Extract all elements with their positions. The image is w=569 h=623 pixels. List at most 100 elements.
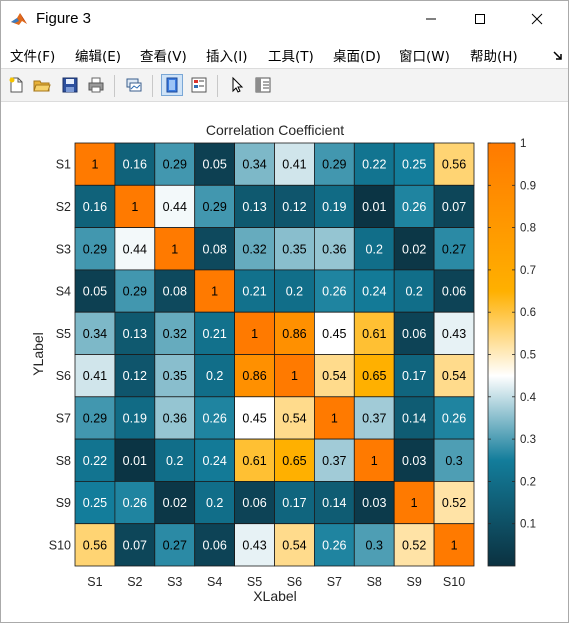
maximize-icon bbox=[475, 14, 485, 24]
cell-value-label: 0.36 bbox=[163, 411, 187, 425]
insert-colorbar-button[interactable] bbox=[188, 74, 210, 96]
cell-value-label: 0.2 bbox=[206, 369, 223, 383]
cell-value-label: 0.35 bbox=[163, 369, 187, 383]
figure-canvas: Correlation Coefficient 1 0.16 0.29 0.05 0.3… bbox=[1, 103, 568, 622]
heatmap-cell bbox=[74, 227, 116, 271]
colorbar-tick-label: 0.3 bbox=[520, 434, 536, 446]
maximize-button[interactable] bbox=[457, 1, 503, 37]
menu-insert[interactable]: 插入(I) bbox=[206, 49, 248, 65]
new-figure-button[interactable] bbox=[5, 74, 27, 96]
heatmap-cell bbox=[313, 311, 355, 355]
figure-toolbar bbox=[1, 68, 568, 102]
link-plot-button[interactable] bbox=[123, 74, 145, 96]
cell-value-label: 0.2 bbox=[166, 454, 183, 468]
minimize-icon bbox=[426, 18, 436, 20]
menu-window[interactable]: 窗口(W) bbox=[399, 49, 450, 65]
heatmap-cell bbox=[74, 269, 116, 313]
cell-value-label: 0.05 bbox=[202, 158, 226, 172]
cell-value-label: 0.29 bbox=[123, 285, 147, 299]
x-tick-label: S5 bbox=[247, 575, 262, 589]
heatmap-cell bbox=[154, 480, 196, 525]
cell-value-label: 0.36 bbox=[322, 242, 346, 256]
heatmap-cell bbox=[433, 396, 475, 440]
heatmap-cell bbox=[194, 396, 235, 440]
dock-figure-button[interactable] bbox=[161, 74, 183, 96]
cell-value-label: 0.41 bbox=[83, 369, 107, 383]
open-file-button[interactable] bbox=[31, 74, 53, 96]
menu-desktop[interactable]: 桌面(D) bbox=[333, 49, 381, 65]
cell-value-label: 0.03 bbox=[402, 454, 426, 468]
menu-tools[interactable]: 工具(T) bbox=[268, 49, 314, 65]
x-tick-label: S1 bbox=[87, 575, 102, 589]
heatmap-cell bbox=[393, 438, 435, 482]
x-tick-label: S9 bbox=[407, 575, 422, 589]
heatmap-cell bbox=[313, 438, 355, 482]
menu-help[interactable]: 帮助(H) bbox=[470, 49, 518, 65]
cell-value-label: 0.44 bbox=[123, 242, 147, 256]
save-figure-button[interactable] bbox=[59, 74, 81, 96]
colorbar[interactable]: 0.1 0.2 0.3 0.4 0.5 0.6 0.7 0.8 0.9 1 bbox=[487, 138, 537, 567]
close-button[interactable] bbox=[514, 1, 560, 37]
heatmap-cell bbox=[154, 438, 196, 482]
y-tick-label: S10 bbox=[49, 538, 71, 552]
heatmap-cell bbox=[114, 184, 156, 229]
heatmap-cell bbox=[154, 311, 196, 355]
menu-file[interactable]: 文件(F) bbox=[10, 49, 56, 65]
menu-bar: 文件(F) 编辑(E) 查看(V) 插入(I) 工具(T) 桌面(D) 窗口(W… bbox=[1, 41, 568, 67]
heatmap-cell bbox=[433, 523, 475, 567]
cell-value-label: 0.54 bbox=[322, 369, 346, 383]
cell-value-label: 0.08 bbox=[202, 242, 226, 256]
cell-value-label: 0.56 bbox=[83, 538, 107, 552]
cell-value-label: 0.25 bbox=[83, 496, 107, 510]
cell-value-label: 0.17 bbox=[402, 369, 426, 383]
cell-value-label: 1 bbox=[371, 454, 378, 468]
cell-value-label: 0.44 bbox=[163, 200, 187, 214]
dock-arrow-icon[interactable] bbox=[552, 47, 564, 60]
heatmap-cell bbox=[154, 184, 196, 229]
heatmap-cell bbox=[433, 227, 475, 271]
cell-value-label: 0.45 bbox=[242, 411, 266, 425]
heatmap-cell bbox=[154, 354, 196, 398]
minimize-button[interactable] bbox=[408, 1, 454, 37]
cell-value-label: 0.08 bbox=[163, 285, 187, 299]
cell-value-label: 0.25 bbox=[402, 158, 426, 172]
cell-value-label: 0.27 bbox=[163, 538, 187, 552]
menu-view[interactable]: 查看(V) bbox=[140, 49, 187, 65]
heatmap-cell bbox=[313, 184, 355, 229]
cell-value-label: 0.19 bbox=[322, 200, 346, 214]
menu-edit[interactable]: 编辑(E) bbox=[75, 49, 122, 65]
cell-value-label: 0.3 bbox=[366, 538, 383, 552]
heatmap-cell bbox=[154, 396, 196, 440]
heatmap-cell bbox=[114, 142, 156, 186]
heatmap-cell bbox=[194, 142, 235, 186]
y-tick-label: S5 bbox=[56, 327, 71, 341]
cell-value-label: 0.24 bbox=[202, 454, 226, 468]
cell-value-label: 0.01 bbox=[123, 454, 147, 468]
cell-value-label: 0.56 bbox=[442, 158, 466, 172]
heatmap-cell bbox=[274, 523, 315, 567]
x-tick-label: S10 bbox=[443, 575, 465, 589]
cell-value-label: 0.61 bbox=[362, 327, 386, 341]
colorbar-tick-label: 1 bbox=[520, 138, 526, 150]
heatmap-cell bbox=[393, 480, 435, 525]
title-bar: Figure 3 bbox=[1, 1, 568, 37]
cell-value-label: 0.45 bbox=[322, 327, 346, 341]
cell-value-label: 0.13 bbox=[123, 327, 147, 341]
edit-plot-button[interactable] bbox=[226, 74, 248, 96]
heatmap-cell bbox=[313, 269, 355, 313]
property-inspector-button[interactable] bbox=[252, 74, 274, 96]
new-file-icon bbox=[9, 77, 23, 93]
print-figure-button[interactable] bbox=[85, 74, 107, 96]
cell-value-label: 0.43 bbox=[242, 538, 266, 552]
cell-value-label: 0.43 bbox=[442, 327, 466, 341]
cell-value-label: 0.2 bbox=[206, 496, 223, 510]
cell-value-label: 0.26 bbox=[202, 411, 226, 425]
cell-value-label: 0.32 bbox=[163, 327, 187, 341]
colorbar-tick-label: 0.5 bbox=[520, 350, 536, 362]
x-tick-label: S2 bbox=[127, 575, 142, 589]
cell-value-label: 0.02 bbox=[402, 242, 426, 256]
heatmap-cell bbox=[154, 523, 196, 567]
cell-value-label: 0.21 bbox=[202, 327, 226, 341]
cell-value-label: 0.24 bbox=[362, 285, 386, 299]
heatmap-cell bbox=[154, 269, 196, 313]
